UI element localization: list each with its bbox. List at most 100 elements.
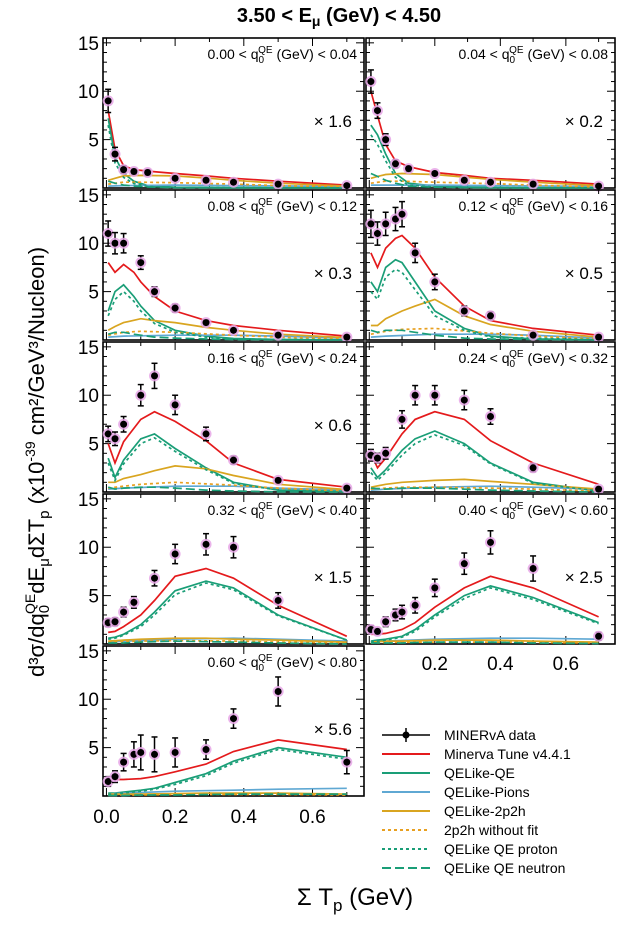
data-point — [382, 136, 390, 144]
panel-frame — [102, 493, 365, 645]
y-tick-label: 5 — [88, 131, 99, 152]
y-tick-label: 5 — [88, 739, 99, 760]
series-line — [108, 582, 348, 641]
data-point — [343, 182, 351, 190]
panel-frame — [102, 341, 365, 493]
data-point — [171, 748, 179, 756]
y-tick-label: 15 — [78, 490, 99, 511]
data-point — [202, 319, 210, 327]
data-point — [171, 174, 179, 182]
data-point — [120, 239, 128, 247]
series-line — [108, 465, 347, 491]
data-point — [405, 165, 413, 173]
x-tick-label: 0.2 — [422, 654, 448, 675]
data-point — [111, 239, 119, 247]
data-point — [274, 180, 282, 188]
series-line — [107, 486, 347, 493]
chart-title: 3.50 < Eμ (GeV) < 4.50 — [237, 5, 441, 29]
data-point — [398, 415, 406, 423]
legend-label: QELike-QE — [444, 765, 515, 781]
y-tick-label: 10 — [78, 234, 99, 255]
range-label: 0.24 < q0QE (GeV) < 0.32 — [459, 349, 609, 370]
series-line — [370, 639, 599, 643]
series-line — [370, 329, 599, 341]
data-point — [460, 176, 468, 184]
y-tick-label: 10 — [78, 538, 99, 559]
series-line — [370, 172, 599, 189]
data-point — [529, 331, 537, 339]
data-point — [382, 449, 390, 457]
data-point — [120, 166, 128, 174]
data-point — [343, 484, 351, 492]
series-line — [370, 430, 599, 492]
data-point — [391, 215, 399, 223]
data-point — [171, 401, 179, 409]
series-line — [370, 410, 599, 486]
data-point — [111, 435, 119, 443]
data-point — [120, 608, 128, 616]
series-line — [370, 124, 599, 189]
data-point — [431, 169, 439, 177]
data-point — [343, 758, 351, 766]
legend: MINERvA data Minerva Tune v4.4.1 QELike-QE… — [382, 727, 571, 876]
series-line — [108, 640, 347, 645]
data-point — [151, 372, 159, 380]
legend-item: QELike QE proton — [382, 841, 558, 857]
range-label: 0.08 < q0QE (GeV) < 0.12 — [208, 197, 358, 218]
legend-label: QELike-Pions — [444, 784, 530, 800]
y-tick-label: 10 — [78, 82, 99, 103]
data-point — [137, 259, 145, 267]
series-line — [370, 90, 599, 185]
legend-label: Minerva Tune v4.4.1 — [444, 746, 571, 762]
data-point — [343, 333, 351, 341]
legend-item: QELike-QE — [382, 765, 515, 781]
data-point — [411, 601, 419, 609]
legend-label: QELike QE proton — [444, 841, 558, 857]
data-point — [460, 560, 468, 568]
data-point — [137, 391, 145, 399]
data-point — [137, 748, 145, 756]
legend-item: QELike-2p2h — [382, 803, 526, 819]
y-tick-label: 15 — [78, 642, 99, 663]
series-line — [370, 184, 599, 188]
data-point — [595, 333, 603, 341]
panel-frame — [365, 341, 616, 493]
data-point — [171, 304, 179, 312]
data-point — [104, 777, 112, 785]
scale-factor: × 1.6 — [314, 112, 352, 131]
y-tick-label: 10 — [78, 386, 99, 407]
data-point — [398, 210, 406, 218]
data-point — [411, 249, 419, 257]
data-point — [104, 97, 112, 105]
data-point — [130, 598, 138, 606]
legend-swatch — [402, 731, 410, 739]
series-line — [370, 641, 599, 645]
series-line — [107, 124, 347, 189]
scale-factor: × 1.5 — [314, 568, 352, 587]
data-point — [111, 773, 119, 781]
data-point — [529, 180, 537, 188]
data-point — [382, 618, 390, 626]
range-label: 0.12 < q0QE (GeV) < 0.16 — [459, 197, 609, 218]
series-line — [108, 792, 347, 795]
series-line — [370, 234, 599, 337]
data-point — [373, 230, 381, 238]
series-line — [370, 478, 599, 490]
data-point — [460, 307, 468, 315]
data-point — [120, 420, 128, 428]
series-line — [370, 134, 599, 189]
legend-label: QELike-2p2h — [444, 803, 526, 819]
x-tick-label: 0.4 — [231, 807, 258, 828]
data-point — [274, 596, 282, 604]
series-line — [370, 486, 599, 492]
series-line — [107, 410, 347, 489]
legend-label: 2p2h without fit — [444, 822, 538, 838]
series-line — [107, 436, 347, 493]
panel-2: 0.04 < q0QE (GeV) < 0.08 × 0.2 — [365, 37, 616, 192]
data-point — [230, 543, 237, 551]
y-tick-label: 15 — [78, 186, 99, 207]
series-line — [370, 333, 599, 339]
legend-item: 2p2h without fit — [382, 822, 538, 838]
series-line — [370, 585, 599, 642]
